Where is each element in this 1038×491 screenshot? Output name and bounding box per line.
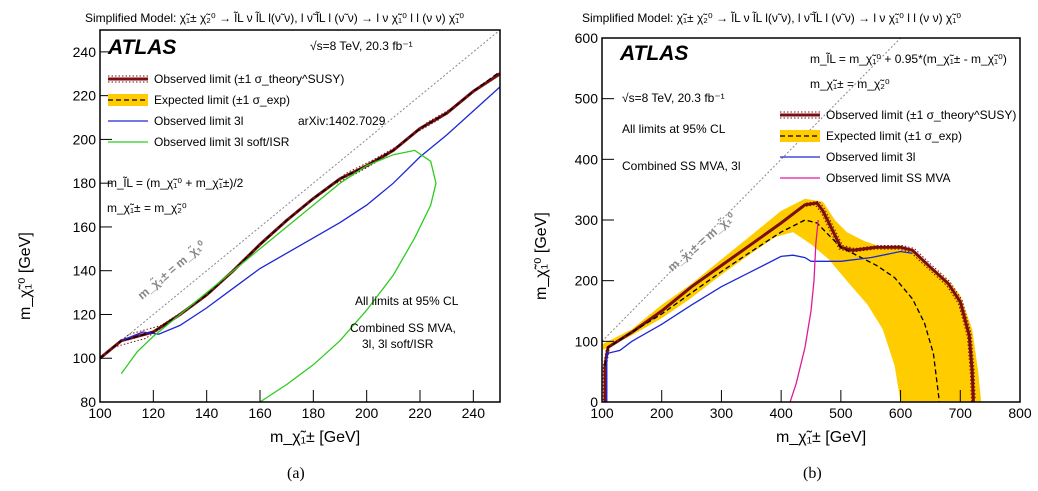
- panel-a-y-tick-label: 140: [73, 263, 97, 279]
- panel-a-y-tick-label: 100: [73, 350, 97, 366]
- panel-b-legend: Observed limit (±1 σ_theory^SUSY) Expecte…: [780, 108, 1016, 185]
- panel-a-mass-relation-2: m_χ̃₁± = m_χ̃₂⁰: [107, 201, 187, 215]
- panel-b-legend-entry: Observed limit (±1 σ_theory^SUSY): [780, 108, 1016, 122]
- panel-a-y-axis-label: m_χ̃₁⁰ [GeV]: [17, 232, 34, 320]
- panel-a-y-tick-label: 160: [73, 219, 97, 235]
- panel-b-x-tick-label: 500: [829, 405, 853, 421]
- panel-b-series-observed-limit-ss-mva: [789, 219, 819, 402]
- panel-b-caption: (b): [803, 465, 822, 482]
- panel-b-y-tick-label: 400: [575, 151, 599, 167]
- panel-b-legend-label: Observed limit (±1 σ_theory^SUSY): [826, 108, 1016, 122]
- panel-a-combo-line-2: 3l, 3l soft/ISR: [362, 337, 434, 351]
- panel-b-combo-note: Combined SS MVA, 3l: [622, 159, 741, 173]
- panel-b-theory-down-line: [602, 204, 973, 402]
- panel-b-series-expected-limit: [604, 219, 941, 402]
- panel-b-x-tick-label: 600: [889, 405, 913, 421]
- panel-b-legend-entry: Observed limit 3l: [780, 150, 915, 164]
- panel-a-cl-note: All limits at 95% CL: [355, 294, 459, 308]
- panel-b-x-tick-label: 300: [710, 405, 734, 421]
- panel-a-x-tick-label: 160: [248, 405, 272, 421]
- panel-a-mass-relation-1: m_l̃L = (m_χ̃₁⁰ + m_χ̃₁±)/2: [107, 175, 244, 190]
- panel-b-theory-up-line: [606, 200, 976, 401]
- panel-b-mass-relation-1: m_l̃L = m_χ̃₁⁰ + 0.95*(m_χ̃₁± - m_χ̃₁⁰): [810, 51, 1007, 66]
- panel-b-y-axis-label: m_χ̃₁⁰ [GeV]: [533, 212, 550, 300]
- panel-b-series-observed-limit: [603, 201, 975, 402]
- panel-b-mass-relation-2: m_χ̃₁± = m_χ̃₂⁰: [810, 77, 890, 91]
- panel-a-y-tick-label: 220: [73, 88, 97, 104]
- panel-a-frame: [99, 29, 501, 403]
- panel-b-legend-entry: Expected limit (±1 σ_exp): [780, 129, 962, 143]
- panel-a-legend-label: Observed limit 3l soft/ISR: [154, 135, 290, 149]
- panel-a-x-tick-label: 220: [408, 405, 432, 421]
- panel-b: Simplified Model: χ̃₁± χ̃₂⁰ → l̃L ν l̃L …: [533, 10, 1032, 482]
- panel-a-x-tick-label: 120: [142, 405, 166, 421]
- panel-a-legend-entry: Observed limit (±1 σ_theory^SUSY): [108, 72, 344, 86]
- panel-a-legend: Observed limit (±1 σ_theory^SUSY) Expecte…: [108, 72, 386, 149]
- panel-b-diagonal-line: [602, 38, 901, 342]
- panel-a-legend-entry: Expected limit (±1 σ_exp): [108, 93, 290, 107]
- panel-a-legend-label: Expected limit (±1 σ_exp): [154, 93, 290, 107]
- panel-b-x-tick-label: 100: [590, 405, 614, 421]
- panel-a-legend-extra: arXiv:1402.7029: [298, 114, 386, 128]
- panel-a-title: Simplified Model: χ̃₁± χ̃₂⁰ → l̃L ν l̃L …: [85, 10, 464, 25]
- panel-b-energy-lumi: √s=8 TeV, 20.3 fb⁻¹: [622, 91, 725, 105]
- panel-b-x-tick-label: 700: [949, 405, 973, 421]
- panel-b-y-tick-label: 300: [575, 212, 599, 228]
- panel-a-series-expected-limit: [100, 71, 500, 359]
- panel-a-legend-label: Observed limit 3l: [154, 114, 243, 128]
- panel-a-diagonal-label: m_χ̃₁± = m_χ̃₁⁰: [134, 237, 208, 302]
- panel-b-x-tick-label: 400: [769, 405, 793, 421]
- panel-a-x-tick-label: 240: [462, 405, 486, 421]
- panel-a-combo-line-1: Combined SS MVA,: [350, 321, 456, 335]
- panel-b-title: Simplified Model: χ̃₁± χ̃₂⁰ → l̃L ν l̃L …: [582, 10, 961, 25]
- panel-b-legend-label: Expected limit (±1 σ_exp): [826, 129, 962, 143]
- panel-a-legend-entry: Observed limit 3l soft/ISR: [108, 135, 290, 149]
- panel-a-caption: (a): [287, 465, 305, 482]
- panel-b-y-tick-label: 500: [575, 91, 599, 107]
- panel-b-y-tick-label: 0: [590, 394, 598, 410]
- panel-b-y-tick-label: 600: [575, 30, 599, 46]
- panel-a-y-tick-label: 180: [73, 175, 97, 191]
- panel-a-legend-entry: Observed limit 3l arXiv:1402.7029: [108, 114, 386, 128]
- panel-a-x-axis-label: m_χ̃₁± [GeV]: [270, 429, 360, 446]
- panel-a-x-tick-label: 140: [195, 405, 219, 421]
- panel-b-legend-entry: Observed limit SS MVA: [780, 171, 950, 185]
- panel-b-x-tick-label: 800: [1008, 405, 1032, 421]
- panel-b-x-axis-label: m_χ̃₁± [GeV]: [776, 429, 866, 446]
- panel-a-x-tick-label: 100: [88, 405, 112, 421]
- panel-a-series-observed-limit-3l-soft-isr: [120, 149, 437, 402]
- panel-a-x-tick-label: 200: [355, 405, 379, 421]
- panel-a-y-tick-label: 80: [80, 394, 96, 410]
- panel-b-series-observed-limit-3l: [606, 250, 913, 402]
- panel-b-legend-label: Observed limit SS MVA: [826, 171, 950, 185]
- panel-a-atlas-label: ATLAS: [107, 36, 176, 59]
- panel-b-cl-note: All limits at 95% CL: [622, 122, 726, 136]
- panel-a-legend-label: Observed limit (±1 σ_theory^SUSY): [154, 72, 344, 86]
- panel-b-x-tick-label: 200: [650, 405, 674, 421]
- panel-a-series-observed-limit-3l: [121, 86, 500, 342]
- panel-b-expected-band: [602, 198, 982, 402]
- panel-a: Simplified Model: χ̃₁± χ̃₂⁰ → l̃L ν l̃L …: [17, 10, 501, 482]
- panel-a-x-tick-label: 180: [302, 405, 326, 421]
- panel-a-y-tick-label: 200: [73, 131, 97, 147]
- panel-b-y-tick-label: 200: [575, 273, 599, 289]
- panel-b-y-tick-label: 100: [575, 333, 599, 349]
- panel-b-legend-label: Observed limit 3l: [826, 150, 915, 164]
- panel-a-energy-lumi: √s=8 TeV, 20.3 fb⁻¹: [310, 39, 413, 53]
- panel-a-y-tick-label: 120: [73, 306, 97, 322]
- panel-b-atlas-label: ATLAS: [619, 42, 688, 65]
- panel-a-y-tick-label: 240: [73, 44, 97, 60]
